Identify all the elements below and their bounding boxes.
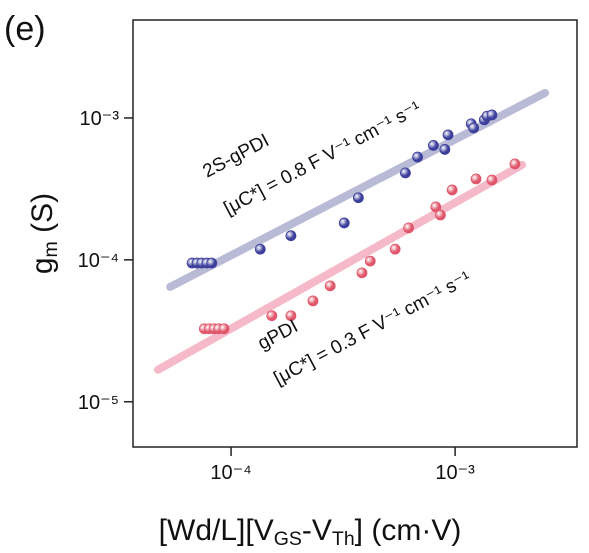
data-point — [468, 122, 480, 134]
data-point — [486, 109, 498, 121]
data-point — [285, 310, 297, 322]
data-point — [389, 243, 401, 255]
data-point — [446, 184, 458, 196]
data-point — [266, 310, 278, 322]
x-tick-label: 10⁻³ — [435, 462, 475, 484]
y-tick-label: 10⁻⁵ — [78, 392, 119, 414]
data-point — [307, 295, 319, 307]
data-point — [285, 230, 297, 242]
series-name: 2S-gPDI — [199, 130, 272, 182]
data-point — [486, 174, 498, 186]
data-point — [364, 255, 376, 267]
y-tick-label: 10⁻⁴ — [78, 250, 119, 272]
y-label: gm (S) — [26, 193, 62, 274]
data-point — [435, 209, 446, 221]
x-tick-label: 10⁻⁴ — [210, 462, 251, 484]
data-point — [442, 129, 454, 141]
data-point — [412, 151, 423, 163]
label-part: [Wd/L][V — [159, 514, 274, 547]
data-point — [218, 323, 230, 335]
x-label: [Wd/L][VGS-VTh] (cm·V) — [159, 514, 462, 550]
data-point — [403, 222, 414, 234]
data-point — [324, 280, 336, 292]
label-part: Th — [332, 528, 355, 550]
panel-label: (e) — [4, 10, 46, 48]
series-name: gPDI — [254, 316, 301, 354]
data-point — [254, 243, 266, 255]
label-part: g — [26, 257, 59, 274]
data-point — [509, 158, 521, 170]
label-part: -V — [302, 514, 332, 547]
label-part: GS — [274, 528, 302, 550]
fit-line — [154, 160, 527, 374]
data-point — [400, 167, 411, 179]
data-point — [427, 140, 439, 151]
data-point — [430, 201, 442, 213]
label-part: m — [40, 241, 62, 257]
data-point — [356, 267, 368, 279]
y-tick-label: 10⁻³ — [80, 108, 120, 130]
data-point — [206, 257, 218, 269]
label-part: (S) — [26, 193, 59, 241]
data-point — [338, 217, 350, 229]
fit-line — [166, 88, 550, 291]
data-point — [439, 144, 451, 155]
data-point — [352, 192, 364, 204]
plot-frame — [132, 19, 578, 448]
label-part: ] (cm·V) — [355, 514, 462, 547]
data-point — [470, 173, 482, 185]
